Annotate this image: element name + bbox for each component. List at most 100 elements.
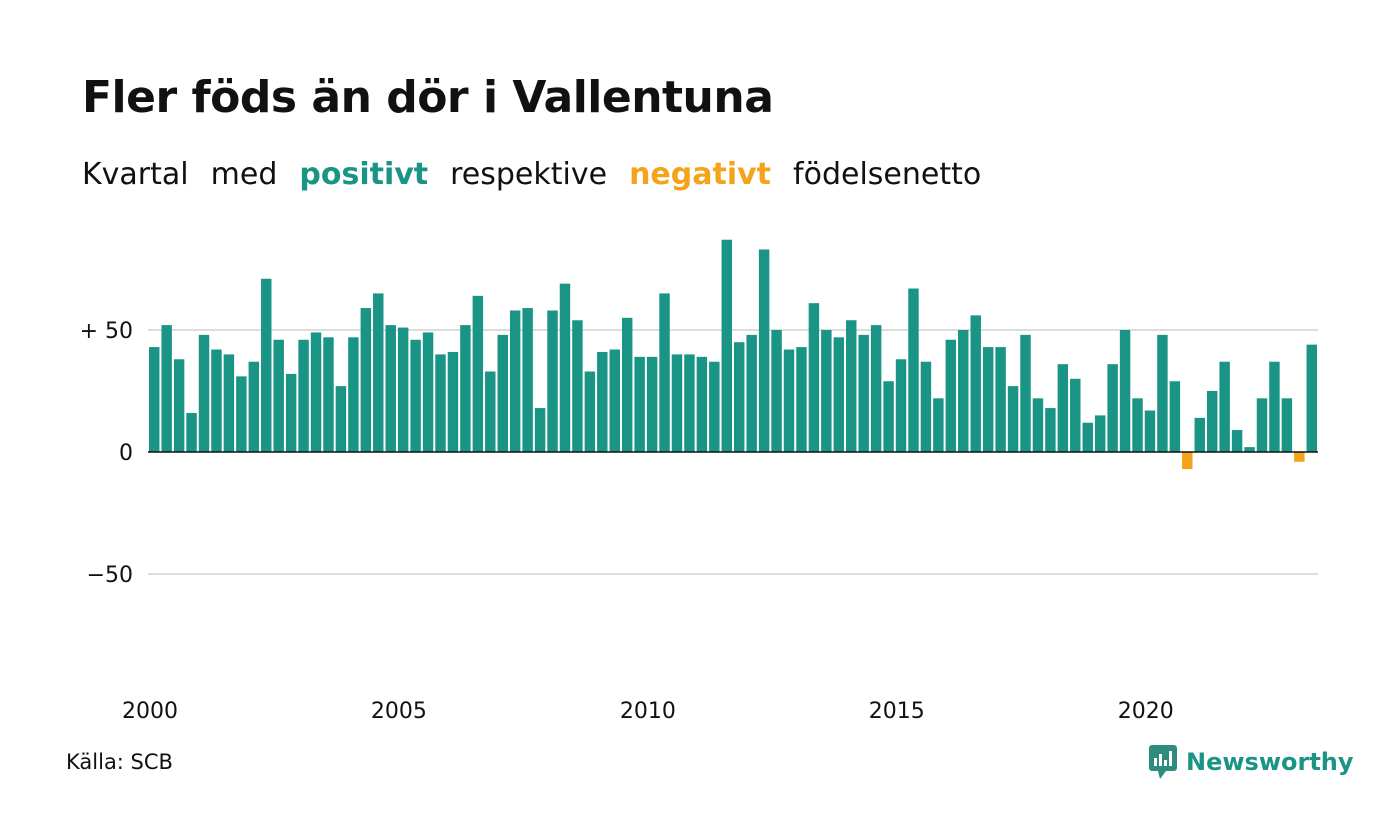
bar xyxy=(783,349,795,452)
bar xyxy=(883,381,894,452)
bar xyxy=(559,283,571,452)
chart-title: Fler föds än dör i Vallentuna xyxy=(82,72,774,123)
bar xyxy=(1045,408,1056,452)
bar xyxy=(908,288,919,452)
y-tick-label: −50 xyxy=(87,563,133,588)
bar xyxy=(1119,330,1131,452)
bar xyxy=(1306,344,1317,452)
bar xyxy=(646,356,658,452)
bar xyxy=(1107,364,1118,452)
subtitle-negative-label: negativt xyxy=(629,157,772,192)
subtitle-word: med xyxy=(210,157,278,192)
bar xyxy=(746,334,757,452)
bar xyxy=(1194,417,1205,452)
source-note: Källa: SCB xyxy=(66,750,173,774)
bar xyxy=(149,347,160,452)
brand-logo: Newsworthy xyxy=(1148,744,1354,780)
bar xyxy=(1082,422,1093,452)
x-tick-label: 2005 xyxy=(371,699,427,724)
bar xyxy=(211,349,222,452)
bar xyxy=(796,347,807,452)
bar xyxy=(920,361,932,452)
bar xyxy=(808,303,820,452)
bar xyxy=(821,330,832,452)
x-tick-label: 2010 xyxy=(620,699,676,724)
bar xyxy=(858,334,869,452)
bar xyxy=(621,317,633,452)
bar xyxy=(422,332,434,452)
bar xyxy=(1231,430,1243,452)
newsworthy-logo-icon xyxy=(1149,745,1177,779)
bar xyxy=(348,337,359,452)
bar xyxy=(696,356,708,452)
bar xyxy=(186,412,197,452)
bar xyxy=(373,293,384,452)
bar xyxy=(509,310,521,452)
bar xyxy=(547,310,558,452)
bar xyxy=(895,359,907,452)
bar xyxy=(1182,452,1193,470)
bar xyxy=(460,325,471,452)
bar xyxy=(771,330,782,452)
bar xyxy=(945,339,957,452)
bar xyxy=(1244,447,1255,452)
chart-subtitle: Kvartal med positivt respektive negativt föde… xyxy=(82,157,1003,192)
bar xyxy=(958,330,969,452)
bar xyxy=(522,308,533,452)
bar xyxy=(1157,334,1168,452)
bar xyxy=(846,320,857,452)
bar xyxy=(298,339,309,452)
bar xyxy=(833,337,845,452)
y-tick-label: 0 xyxy=(119,441,133,466)
bar xyxy=(1169,381,1181,452)
bar xyxy=(684,354,695,452)
bar xyxy=(634,356,645,452)
bar xyxy=(970,315,981,452)
bar xyxy=(609,349,620,452)
x-tick-label: 2000 xyxy=(122,699,178,724)
bar xyxy=(982,347,994,452)
bar xyxy=(161,325,172,452)
bar xyxy=(1256,398,1268,452)
subtitle-word: födelsenetto xyxy=(793,157,982,192)
bar xyxy=(273,339,284,452)
bar xyxy=(310,332,322,452)
bar xyxy=(758,249,770,452)
bar xyxy=(721,239,732,452)
bar xyxy=(447,351,459,452)
bar xyxy=(659,293,670,452)
bar xyxy=(1206,391,1218,452)
bar xyxy=(1007,386,1019,452)
bar xyxy=(671,354,683,452)
x-tick-label: 2020 xyxy=(1118,699,1174,724)
bar xyxy=(385,325,396,452)
brand-name: Newsworthy xyxy=(1186,748,1354,776)
bar xyxy=(1144,410,1156,452)
bar xyxy=(584,371,596,452)
bar-chart: + 50 0 −50 2000 2005 2010 2015 2020 xyxy=(80,239,1318,724)
bar xyxy=(285,373,297,452)
bar xyxy=(1294,452,1305,462)
bar xyxy=(995,347,1006,452)
bar xyxy=(572,320,583,452)
bar xyxy=(1094,415,1106,452)
bar xyxy=(485,371,496,452)
bar xyxy=(223,354,235,452)
bar xyxy=(709,361,720,452)
bar xyxy=(870,325,882,452)
bar xyxy=(534,408,546,452)
bar xyxy=(933,398,944,452)
subtitle-positive-label: positivt xyxy=(299,157,429,192)
subtitle-word: respektive xyxy=(450,157,608,192)
bar xyxy=(1269,361,1280,452)
bar xyxy=(261,278,272,452)
bar xyxy=(1219,361,1230,452)
bar xyxy=(497,334,508,452)
bar xyxy=(1057,364,1069,452)
bar xyxy=(173,359,185,452)
bar xyxy=(1032,398,1044,452)
bar xyxy=(435,354,446,452)
bar xyxy=(1281,398,1293,452)
bar xyxy=(335,386,347,452)
bar xyxy=(397,327,409,452)
